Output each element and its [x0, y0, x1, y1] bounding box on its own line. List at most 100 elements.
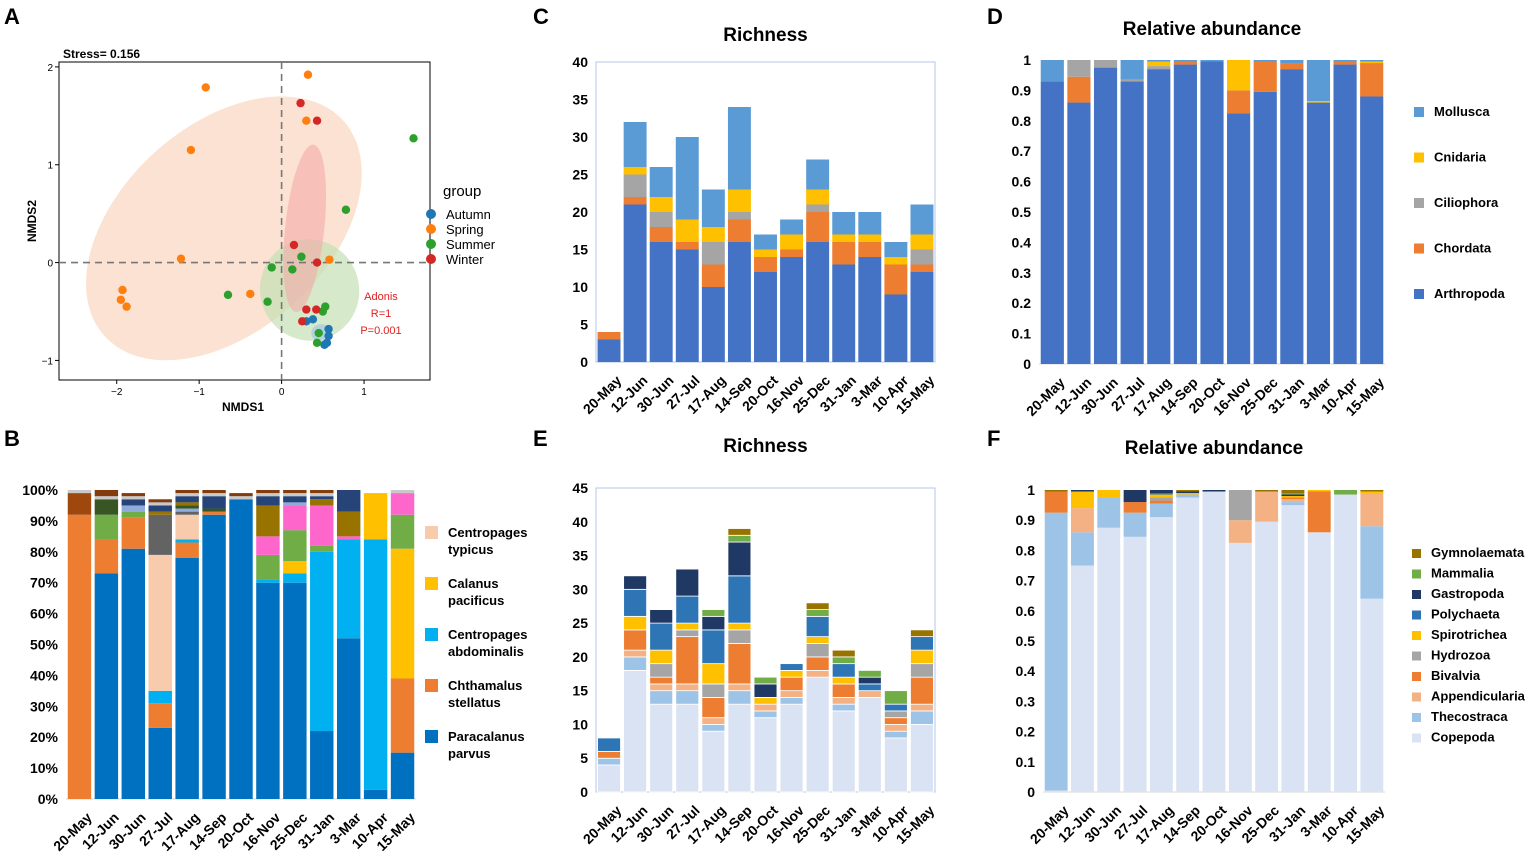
bar-segment-b-other7	[175, 502, 199, 506]
bar-segment-b-other4	[336, 536, 361, 540]
legend-label: Paracalanus	[448, 729, 525, 744]
bar-segment-mollusca	[910, 204, 934, 235]
legend-label: Ciliophora	[1434, 195, 1499, 210]
legend-swatch-gastropoda	[1412, 590, 1421, 599]
bar-segment-copepoda	[727, 703, 752, 793]
bar-segment-b-other10	[202, 490, 226, 494]
legend-dot-spring	[426, 224, 436, 234]
point-summer	[297, 252, 306, 261]
bar-segment-b-other8	[175, 496, 199, 503]
bar-segment-mollusca	[1306, 60, 1331, 102]
bar-segment-b-other9	[121, 496, 146, 500]
bar-segment-chordata	[858, 242, 882, 257]
y-tick-label: 60%	[30, 606, 59, 622]
bar-segment-centropages-typicus	[175, 514, 199, 540]
bar-segment-b-other6	[175, 505, 199, 509]
bar-segment-paracalanus-parvus	[148, 727, 172, 799]
legend-label: Mollusca	[1434, 104, 1490, 119]
y-tick-label: 30%	[30, 698, 59, 714]
bar-segment-arthropoda	[727, 242, 751, 362]
bar-segment-copepoda	[831, 710, 856, 793]
bar-segment-appendicularia	[649, 683, 674, 692]
legend-swatch-appendicularia	[1412, 692, 1421, 702]
point-autumn	[320, 340, 329, 349]
bar-segment-mammalia	[701, 609, 726, 617]
bar-segment-mollusca	[1040, 60, 1064, 82]
bar-segment-mollusca	[1173, 60, 1197, 62]
bar-segment-cnidaria	[754, 249, 777, 257]
bar-segment-cnidaria	[884, 257, 908, 265]
y-tick-label: 0.3	[1016, 693, 1036, 709]
y-tick-label: 40	[572, 514, 588, 530]
bar-segment-appendicularia	[910, 703, 934, 712]
bar-segment-gastropoda	[1202, 490, 1226, 492]
bar-segment-b-other8	[283, 496, 307, 503]
bar-segment-appendicularia	[1071, 508, 1094, 533]
bar-segment-appendicularia	[831, 697, 856, 705]
bar-segment-paracalanus-parvus	[310, 731, 334, 799]
panel-letter-e: E	[533, 426, 548, 451]
bar-segment-appendicularia	[857, 690, 882, 698]
bar-segment-mollusca	[623, 122, 647, 167]
bar-segment-mollusca	[1200, 60, 1224, 62]
bar-segment-gastropoda	[1149, 490, 1173, 494]
bar-segment-mollusca	[1333, 60, 1357, 62]
bar-segment-arthropoda	[1333, 64, 1357, 364]
y-tick-label: 0.7	[1016, 573, 1036, 589]
bar-segment-cnidaria	[675, 219, 699, 242]
bar-segment-chordata	[1227, 90, 1251, 114]
bar-segment-mollusca	[780, 219, 804, 235]
y-tick-label: 0.3	[1012, 265, 1032, 281]
bar-segment-mollusca	[858, 212, 882, 235]
bar-segment-polychaeta	[805, 615, 830, 638]
bar-segment-arthropoda	[1120, 81, 1144, 364]
bar-segment-cnidaria	[1227, 60, 1251, 91]
point-spring	[201, 83, 210, 92]
bar-segment-hydrozoa	[675, 629, 700, 638]
bar-segment-mammalia	[727, 534, 752, 543]
bar-segment-cnidaria	[623, 167, 647, 175]
legend-label: Copepoda	[1431, 730, 1495, 745]
bar-segment-cnidaria	[649, 197, 673, 212]
bar-segment-spirotrichea	[910, 649, 934, 665]
bar-segment-hydrozoa	[805, 642, 830, 658]
stress-label: Stress= 0.156	[63, 47, 140, 61]
bar-segment-ciliophora	[1067, 60, 1091, 77]
bar-segment-gastropoda	[727, 541, 752, 577]
bar-segment-copepoda	[1202, 491, 1226, 792]
legend-label: Autumn	[446, 207, 491, 222]
bar-segment-b-other8	[202, 496, 226, 509]
point-winter	[298, 317, 307, 326]
point-winter	[289, 240, 299, 250]
legend-swatch-arthropoda	[1414, 289, 1424, 299]
legend-label: Arthropoda	[1434, 286, 1506, 301]
bar-segment-mammalia	[1334, 490, 1357, 495]
y-tick-label: 50%	[30, 637, 59, 653]
legend-swatch-chthamalus-stellatus	[425, 679, 438, 692]
y-tick-label: 0.8	[1012, 113, 1032, 129]
legend-label: Gastropoda	[1431, 586, 1505, 601]
bar-segment-chordata	[649, 227, 673, 242]
bar-segment-arthropoda	[675, 249, 699, 362]
point-autumn	[324, 324, 333, 334]
bar-segment-thecostraca	[910, 710, 934, 725]
bar-segment-ciliophora	[806, 204, 830, 212]
y-tick-label: 100%	[22, 482, 58, 498]
bar-segment-chordata	[727, 219, 751, 242]
bar-segment-chordata	[780, 249, 804, 257]
bar-segment-gymnolaemata	[727, 528, 752, 536]
bar-segment-bivalvia	[597, 751, 621, 759]
bar-segment-appendicularia	[1281, 499, 1305, 503]
bar-segment-mollusca	[1253, 60, 1277, 62]
bar-segment-arthropoda	[649, 242, 673, 362]
y-tick-label: 10%	[30, 760, 59, 776]
bar-segment-b-other7	[148, 511, 172, 515]
y-tick-label: 35	[572, 548, 588, 564]
panel-letter-d: D	[987, 4, 1003, 29]
bar-segment-centropages-abdominalis	[256, 579, 280, 583]
bar-segment-mollusca	[649, 167, 673, 197]
legend-swatch-hydrozoa	[1412, 651, 1421, 661]
legend-label: Chordata	[1434, 241, 1492, 256]
bar-segment-spirotrichea	[779, 670, 804, 678]
legend-swatch-gymnolaemata	[1412, 549, 1421, 558]
